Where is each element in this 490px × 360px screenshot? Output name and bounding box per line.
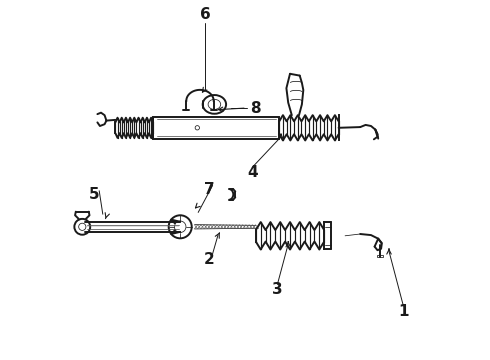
- Text: 7: 7: [204, 181, 214, 197]
- Text: 5: 5: [89, 187, 99, 202]
- Text: 1: 1: [398, 304, 409, 319]
- Bar: [153, 117, 279, 139]
- Text: 8: 8: [250, 100, 261, 116]
- Bar: [377, 255, 383, 257]
- Text: 2: 2: [204, 252, 215, 267]
- Text: 4: 4: [247, 165, 258, 180]
- Text: 3: 3: [272, 282, 283, 297]
- Text: 6: 6: [200, 7, 211, 22]
